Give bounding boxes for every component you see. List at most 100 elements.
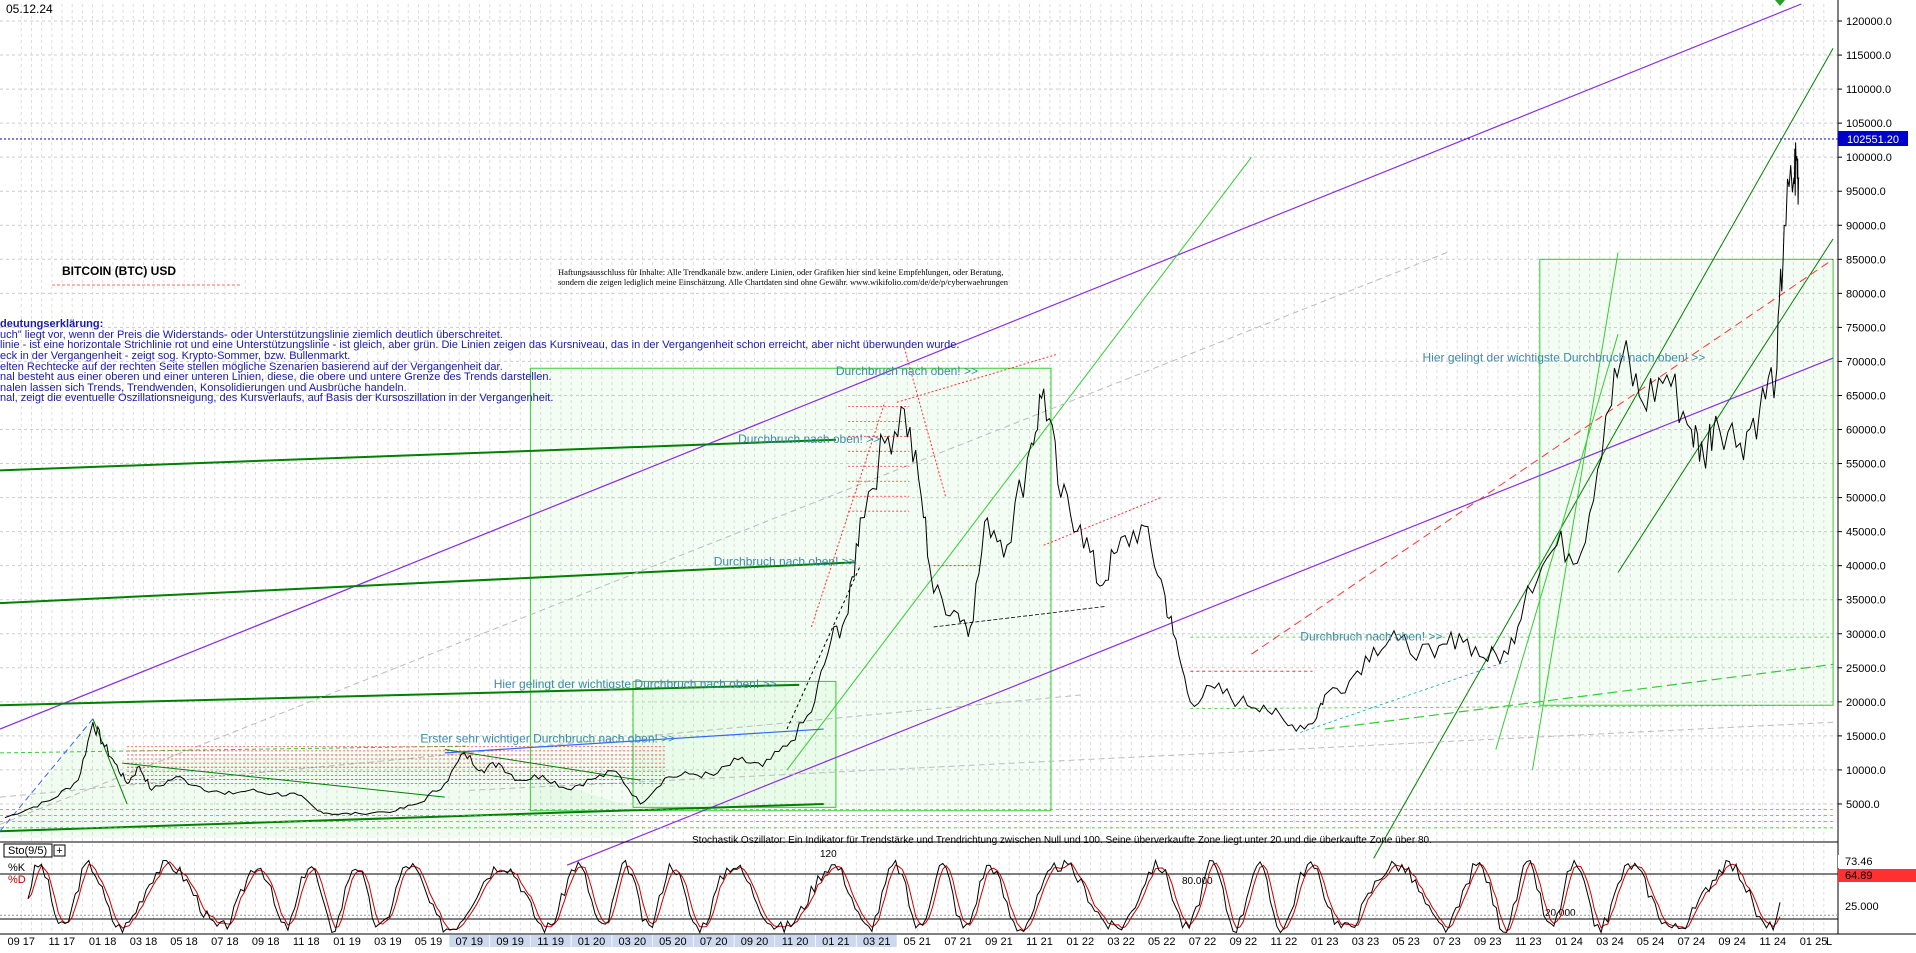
x-tick-label: 01 21 (822, 936, 850, 948)
osc-expand-button[interactable] (53, 844, 66, 857)
x-tick-label: 05 23 (1392, 936, 1420, 948)
x-tick-highlight (449, 935, 490, 947)
trendline-bright-green (1495, 334, 1619, 750)
osc-d-badge (1838, 869, 1916, 882)
plus-icon: + (56, 845, 62, 857)
oscillator-footer-text: Stochastik Oszillator: Ein Indikator für… (692, 835, 1432, 846)
x-tick-label: 11 23 (1515, 936, 1542, 948)
trendlines (0, 3, 1834, 866)
x-tick-highlight (612, 935, 653, 947)
x-tick-label: 09 24 (1718, 936, 1746, 948)
scenario-box (1539, 258, 1834, 706)
explanation-line: deutungserklärung: (0, 318, 103, 330)
x-tick-label: 05 18 (170, 936, 198, 948)
trendline-cyan-dotted (1300, 660, 1509, 733)
price-line (4, 142, 1800, 819)
trendline-blue (444, 728, 824, 754)
y-tick-label: 65000.0 (1846, 390, 1886, 402)
annotation-label: Durchbruch nach oben! >> (714, 555, 856, 569)
x-tick-label: 07 24 (1678, 936, 1706, 948)
y-tick-label: 80000.0 (1846, 288, 1886, 300)
x-tick-label: 03 24 (1596, 936, 1624, 948)
x-tick-label: 03 22 (1107, 936, 1135, 948)
y-tick-label: 55000.0 (1846, 459, 1886, 471)
current-price-label: 102551.20 (1847, 134, 1899, 146)
x-tick-highlight (490, 935, 531, 947)
x-tick-label: 07 18 (211, 936, 239, 948)
x-tick-label: 09 20 (741, 936, 769, 948)
y-tick-label: 35000.0 (1846, 595, 1886, 607)
x-tick-label: 05 20 (659, 936, 687, 948)
trendline-black-dashed (933, 606, 1105, 628)
osc-name: Sto(9/5) (8, 845, 47, 857)
explanation-line: linie - ist eine horizontale Strichlinie… (0, 339, 959, 351)
x-tick-highlight (734, 935, 775, 947)
x-tick-label: 11 17 (48, 936, 75, 948)
x-tick-label: 01 23 (1311, 936, 1339, 948)
trendline-green-thin (92, 718, 128, 805)
osc-y-tick: 25.000 (1845, 901, 1879, 913)
x-tick-label: 03 20 (619, 936, 647, 948)
explanation-line: uch" liegt vor, wenn der Preis die Wider… (0, 329, 503, 341)
x-tick-label: 11 24 (1759, 936, 1786, 948)
trendline-green-channel (1373, 48, 1834, 859)
x-tick-label: 11 18 (293, 936, 320, 948)
x-tick-label: 09 19 (496, 936, 524, 948)
osc-k-label: %K (8, 862, 26, 874)
y-tick-label: 105000.0 (1846, 118, 1892, 130)
green-marker-icon (1775, 0, 1785, 6)
explanation-block: deutungserklärung: uch" liegt vor, wenn … (0, 318, 959, 404)
x-tick-label: 11 20 (782, 936, 809, 948)
x-tick-label: 09 18 (252, 936, 280, 948)
x-tick-highlight (815, 935, 856, 947)
x-tick-label: 11 22 (1271, 936, 1298, 948)
y-tick-label: 50000.0 (1846, 493, 1886, 505)
y-tick-label: 115000.0 (1846, 50, 1891, 62)
chart-title: BITCOIN (BTC) USD (62, 264, 176, 278)
x-tick-label: 01 24 (1555, 936, 1583, 948)
annotation-label: Erster sehr wichtiger Durchbruch nach ob… (420, 732, 675, 746)
osc-level-label: 80.000 (1182, 876, 1213, 887)
y-tick-label: 25000.0 (1846, 663, 1886, 675)
y-tick-label: 100000.0 (1846, 152, 1892, 164)
y-tick-label: 95000.0 (1846, 186, 1886, 198)
y-tick-label: 110000.0 (1846, 84, 1891, 96)
x-tick-highlight (775, 935, 816, 947)
explanation-line: nalen lassen sich Trends, Trendwenden, K… (0, 382, 407, 394)
y-tick-label: 75000.0 (1846, 322, 1886, 334)
disclaimer-line-1: Haftungsausschluss für Inhalte: Alle Tre… (558, 267, 1003, 277)
trendline-bright-green (786, 156, 1252, 771)
x-tick-highlight (652, 935, 693, 947)
explanation-line: elten Rechtecke auf der rechten Seite st… (0, 361, 503, 373)
y-tick-label: 85000.0 (1846, 254, 1886, 266)
disclaimer-line-2: sondern die zeigen lediglich meine Einsc… (558, 277, 1009, 287)
trendline-lower-purple (566, 357, 1834, 866)
trendline-upper-purple (0, 3, 1802, 730)
x-tick-label: 09 17 (7, 936, 35, 948)
annotations: Durchbruch nach oben! >> Durchbruch nach … (420, 350, 1705, 745)
annotation-label: Hier gelingt der wichtigste Durchbruch n… (494, 677, 777, 691)
resistance-red-dotted (1043, 497, 1162, 546)
trendline-green-thin (444, 748, 641, 781)
resistance-red-dotted (810, 402, 886, 628)
trendline-green-thick (0, 438, 836, 472)
explanation-line: nal besteht aus einer oberen und einer u… (0, 371, 552, 383)
price-series (4, 142, 1800, 819)
y-tick-label: 30000.0 (1846, 629, 1886, 641)
osc-name-box[interactable] (3, 843, 53, 858)
osc-k-value: 73.46 (1845, 856, 1873, 868)
osc-d-value: 64.89 (1845, 870, 1873, 882)
support-green-dotted (1190, 704, 1834, 710)
resistance-red-dashed (1251, 258, 1834, 655)
x-tick-highlight (693, 935, 734, 947)
osc-k-badge (1838, 855, 1916, 868)
x-tick-highlight (571, 935, 612, 947)
explanation-line: nal, zeigt die eventuelle Oszillationsne… (0, 392, 553, 404)
trendline-green-thick (0, 683, 800, 707)
x-tick-label: 05 22 (1148, 936, 1176, 948)
x-tick-highlight (530, 935, 571, 947)
y-tick-label: 90000.0 (1846, 220, 1886, 232)
trendline-green-thick (0, 802, 824, 833)
annotation-label: Durchbruch nach oben! >> (738, 432, 880, 446)
